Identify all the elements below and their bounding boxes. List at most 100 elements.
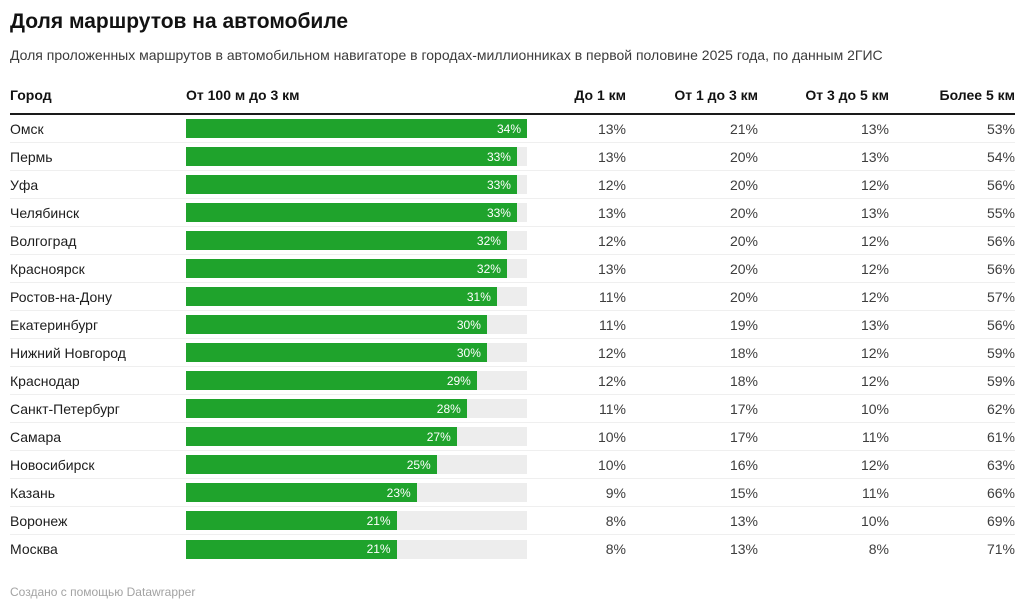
value-from-1-to-3km: 20% (729, 176, 758, 193)
city-label: Самара (10, 428, 62, 445)
table-row: Пермь 33% 13% 20% 13% 54% (10, 143, 1015, 171)
column-header-to-1km: До 1 км (574, 87, 626, 103)
bar-track: 34% (186, 119, 527, 138)
bar: 30% (186, 343, 487, 362)
value-more-5km: 56% (986, 176, 1015, 193)
bar-track: 31% (186, 287, 527, 306)
table-row: Омск 34% 13% 21% 13% 53% (10, 115, 1015, 143)
bar: 31% (186, 287, 497, 306)
city-label: Уфа (10, 176, 39, 193)
table-row: Новосибирск 25% 10% 16% 12% 63% (10, 451, 1015, 479)
table-row: Уфа 33% 12% 20% 12% 56% (10, 171, 1015, 199)
bar-cell: 28% (186, 395, 527, 422)
table-header-row: Город От 100 м до 3 км До 1 км От 1 до 3… (10, 87, 1015, 115)
value-from-1-to-3km: 20% (729, 232, 758, 249)
bar-cell: 30% (186, 339, 527, 366)
table-row: Санкт-Петербург 28% 11% 17% 10% 62% (10, 395, 1015, 423)
bar-value-label: 32% (476, 233, 501, 248)
bar-value-label: 33% (486, 205, 511, 220)
bar-cell: 31% (186, 283, 527, 310)
value-more-5km: 56% (986, 232, 1015, 249)
city-label: Челябинск (10, 204, 80, 221)
value-from-3-to-5km: 10% (860, 512, 889, 529)
value-more-5km: 71% (986, 541, 1015, 557)
city-label: Волгоград (10, 232, 77, 249)
value-to-1km: 11% (599, 400, 626, 417)
value-from-3-to-5km: 10% (860, 400, 889, 417)
bar-value-label: 25% (406, 457, 431, 472)
value-to-1km: 13% (597, 120, 626, 137)
table-row: Волгоград 32% 12% 20% 12% 56% (10, 227, 1015, 255)
value-to-1km: 12% (597, 372, 626, 389)
value-from-3-to-5km: 8% (868, 541, 889, 557)
value-to-1km: 8% (605, 512, 626, 529)
value-to-1km: 8% (605, 541, 626, 557)
bar-cell: 33% (186, 199, 527, 226)
bar: 30% (186, 315, 487, 334)
value-more-5km: 63% (986, 456, 1015, 473)
value-from-3-to-5km: 12% (860, 344, 889, 361)
bar-value-label: 30% (456, 345, 481, 360)
bar-track: 33% (186, 175, 527, 194)
value-from-1-to-3km: 15% (729, 484, 758, 501)
value-more-5km: 66% (986, 484, 1015, 501)
value-more-5km: 57% (986, 288, 1015, 305)
bar-cell: 25% (186, 451, 527, 478)
table-row: Самара 27% 10% 17% 11% 61% (10, 423, 1015, 451)
value-to-1km: 13% (597, 148, 626, 165)
bar-cell: 33% (186, 171, 527, 198)
bar-value-label: 33% (486, 177, 511, 192)
bar-cell: 33% (186, 143, 527, 170)
bar-cell: 21% (186, 507, 527, 534)
value-from-1-to-3km: 20% (729, 148, 758, 165)
value-to-1km: 12% (597, 344, 626, 361)
value-from-1-to-3km: 20% (729, 204, 758, 221)
bar-value-label: 21% (366, 513, 391, 528)
city-label: Омск (10, 120, 44, 137)
value-to-1km: 12% (597, 232, 626, 249)
bar-value-label: 31% (466, 289, 491, 304)
value-from-1-to-3km: 18% (729, 372, 758, 389)
table-row: Екатеринбург 30% 11% 19% 13% 56% (10, 311, 1015, 339)
value-from-1-to-3km: 20% (729, 288, 758, 305)
bar: 33% (186, 147, 517, 166)
chart-title: Доля маршрутов на автомобиле (10, 10, 349, 33)
bar: 29% (186, 371, 477, 390)
value-from-1-to-3km: 19% (729, 316, 758, 333)
value-from-3-to-5km: 13% (860, 148, 889, 165)
bar-track: 28% (186, 399, 527, 418)
table-row: Москва 21% 8% 13% 8% 71% (10, 535, 1015, 563)
city-label: Новосибирск (10, 456, 95, 473)
city-label: Воронеж (10, 512, 68, 529)
bar-cell: 27% (186, 423, 527, 450)
value-more-5km: 53% (986, 120, 1015, 137)
bar-track: 25% (186, 455, 527, 474)
table-row: Воронеж 21% 8% 13% 10% 69% (10, 507, 1015, 535)
city-label: Ростов-на-Дону (10, 288, 112, 305)
bar-track: 33% (186, 203, 527, 222)
bar-cell: 34% (186, 115, 527, 142)
value-more-5km: 55% (986, 204, 1015, 221)
value-from-3-to-5km: 11% (862, 484, 889, 501)
bar: 32% (186, 259, 507, 278)
city-label: Пермь (10, 148, 53, 165)
value-to-1km: 11% (599, 316, 626, 333)
bar-value-label: 34% (496, 121, 521, 136)
value-from-1-to-3km: 20% (729, 260, 758, 277)
city-label: Москва (10, 541, 58, 557)
bar-value-label: 21% (366, 542, 391, 556)
value-to-1km: 12% (597, 176, 626, 193)
value-from-1-to-3km: 21% (729, 120, 758, 137)
bar: 27% (186, 427, 457, 446)
column-header-more-5km: Более 5 км (939, 87, 1015, 103)
value-from-1-to-3km: 13% (729, 512, 758, 529)
bar-track: 32% (186, 231, 527, 250)
bar-track: 30% (186, 315, 527, 334)
value-from-3-to-5km: 13% (860, 204, 889, 221)
bar-value-label: 33% (486, 149, 511, 164)
table-row: Ростов-на-Дону 31% 11% 20% 12% 57% (10, 283, 1015, 311)
column-header-bar: От 100 м до 3 км (186, 87, 300, 103)
table-row: Челябинск 33% 13% 20% 13% 55% (10, 199, 1015, 227)
datawrapper-attribution-link[interactable]: Создано с помощью Datawrapper (10, 585, 196, 599)
